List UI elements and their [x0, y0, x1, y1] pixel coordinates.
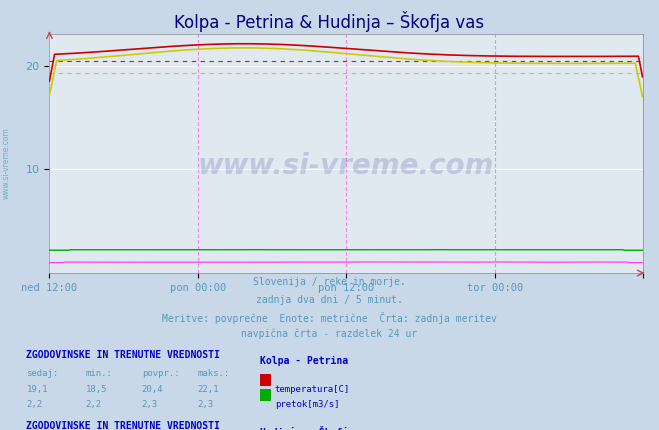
Text: 18,5: 18,5 — [86, 385, 107, 394]
Text: zadnja dva dni / 5 minut.: zadnja dva dni / 5 minut. — [256, 295, 403, 304]
Text: www.si-vreme.com: www.si-vreme.com — [2, 127, 11, 200]
Text: 2,3: 2,3 — [198, 400, 214, 409]
Text: maks.:: maks.: — [198, 369, 230, 378]
Text: www.si-vreme.com: www.si-vreme.com — [198, 152, 494, 180]
Text: pretok[m3/s]: pretok[m3/s] — [275, 400, 339, 409]
Text: navpična črta - razdelek 24 ur: navpična črta - razdelek 24 ur — [241, 329, 418, 339]
Text: 20,4: 20,4 — [142, 385, 163, 394]
Text: ZGODOVINSKE IN TRENUTNE VREDNOSTI: ZGODOVINSKE IN TRENUTNE VREDNOSTI — [26, 350, 220, 360]
Text: Slovenija / reke in morje.: Slovenija / reke in morje. — [253, 277, 406, 287]
Text: Hudinja - Škofja vas: Hudinja - Škofja vas — [260, 426, 378, 430]
Text: 2,2: 2,2 — [26, 400, 42, 409]
Text: sedaj:: sedaj: — [26, 369, 59, 378]
Text: min.:: min.: — [86, 369, 113, 378]
Text: Meritve: povprečne  Enote: metrične  Črta: zadnja meritev: Meritve: povprečne Enote: metrične Črta:… — [162, 312, 497, 324]
Text: Kolpa - Petrina: Kolpa - Petrina — [260, 356, 349, 365]
Text: temperatura[C]: temperatura[C] — [275, 385, 350, 394]
Text: povpr.:: povpr.: — [142, 369, 179, 378]
Text: 22,1: 22,1 — [198, 385, 219, 394]
Text: 2,2: 2,2 — [86, 400, 101, 409]
Text: Kolpa - Petrina & Hudinja – Škofja vas: Kolpa - Petrina & Hudinja – Škofja vas — [175, 11, 484, 32]
Text: 19,1: 19,1 — [26, 385, 48, 394]
Text: 2,3: 2,3 — [142, 400, 158, 409]
Text: ZGODOVINSKE IN TRENUTNE VREDNOSTI: ZGODOVINSKE IN TRENUTNE VREDNOSTI — [26, 421, 220, 430]
